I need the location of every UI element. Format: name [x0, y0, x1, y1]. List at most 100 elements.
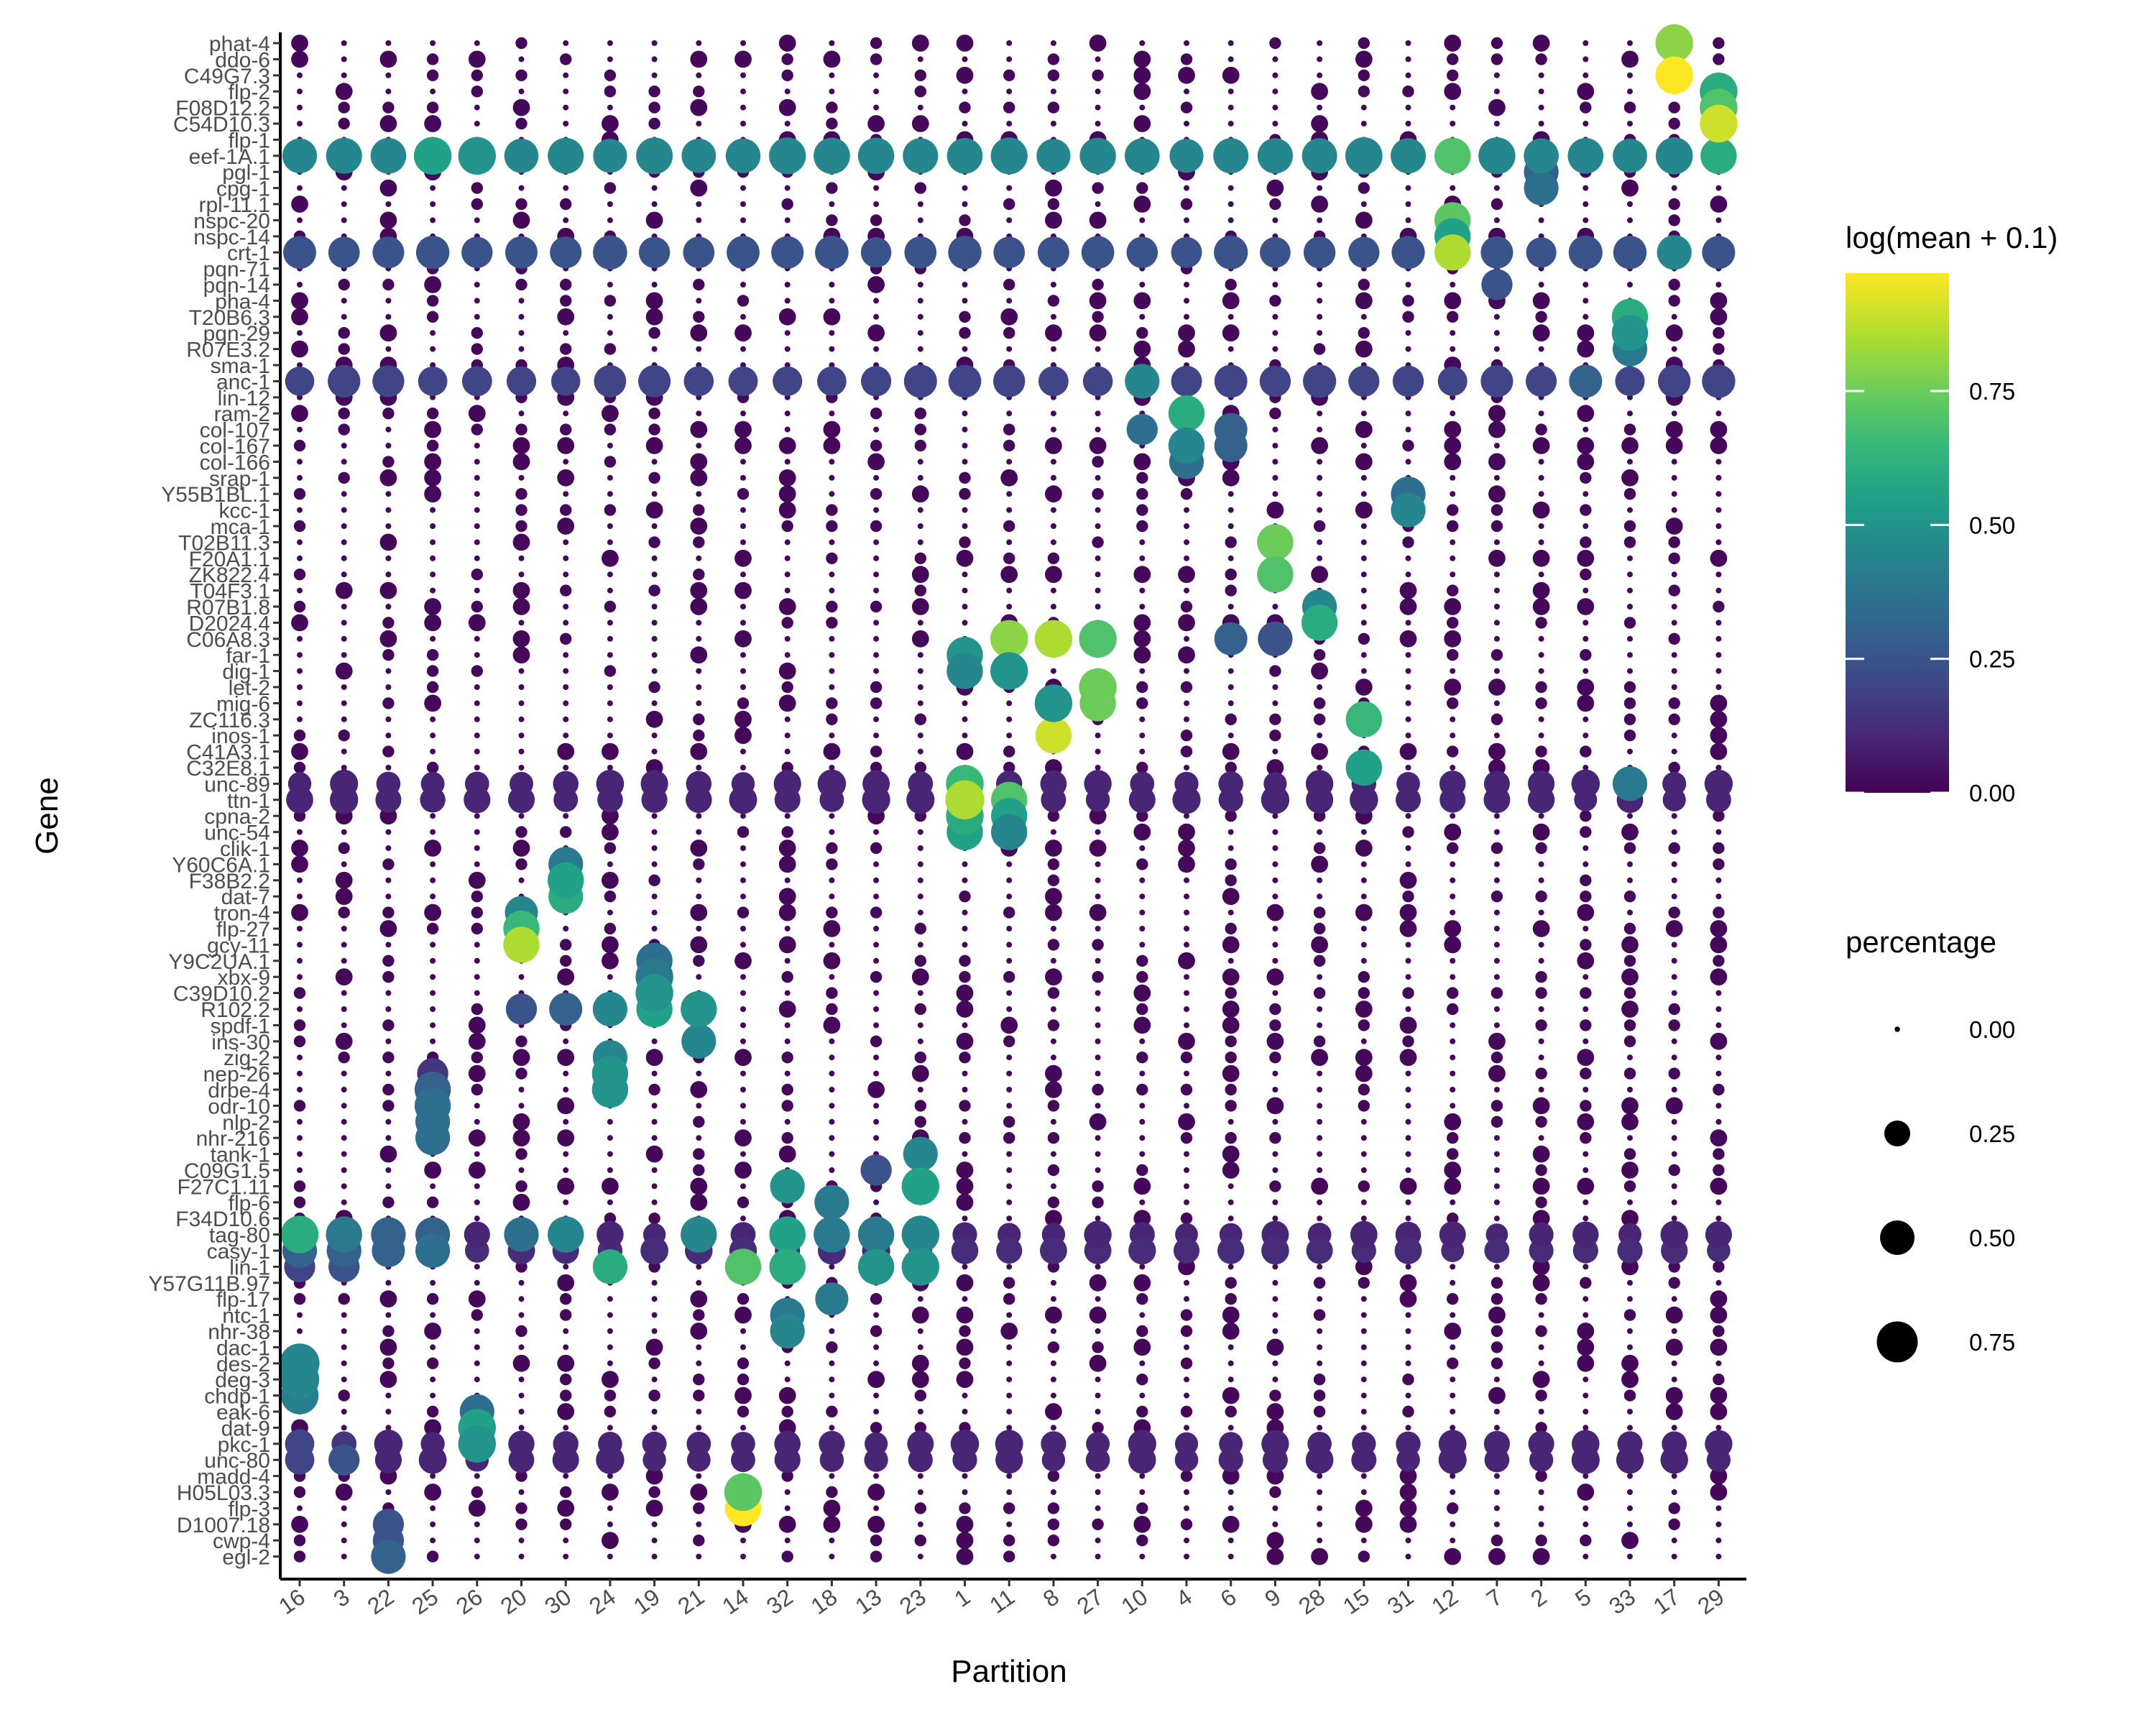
- dot-29-Y55B1BL.1: [1715, 491, 1722, 497]
- dot-22-nspc-20: [379, 211, 397, 229]
- dot-12-ddo-6: [1447, 53, 1459, 65]
- dot-27-flp-17: [1095, 1296, 1101, 1302]
- dot-16-C49G7.3: [297, 72, 303, 78]
- dot-27-tag-80: [1084, 1220, 1112, 1248]
- dot-10-clik-1: [1139, 845, 1146, 851]
- dot-28-cpg-1: [1317, 185, 1323, 191]
- dot-16-kcc-1: [297, 507, 303, 513]
- dot-14-C06A8.3: [734, 630, 752, 648]
- dot-24-eef-1A.1: [593, 139, 627, 173]
- dot-8-R07E3.2: [1050, 346, 1056, 352]
- dot-8-ram-2: [1050, 410, 1056, 417]
- dot-19-tron-4: [651, 909, 658, 916]
- dot-20-mca-1: [515, 520, 528, 533]
- dot-7-T04F3.1: [1493, 587, 1500, 594]
- dot-7-odr-10: [1491, 1100, 1503, 1112]
- dot-7-des-2: [1491, 1357, 1503, 1370]
- dot-28-F08D12.2: [1317, 104, 1323, 111]
- dot-16-F20A1.1: [297, 555, 303, 561]
- dot-1-C09G1.5: [956, 1162, 974, 1179]
- dot-15-flp-27: [1360, 926, 1367, 932]
- dot-5-dig-1: [1583, 668, 1589, 674]
- dot-23-madd-4: [917, 1473, 923, 1479]
- dot-24-ram-2: [602, 405, 619, 423]
- dot-2-nlp-2: [1535, 1116, 1547, 1128]
- dot-20-ntc-1: [518, 1312, 525, 1318]
- dot-33-flp-17: [1627, 1296, 1633, 1302]
- dot-19-flp-3: [645, 1499, 663, 1517]
- dot-33-cpg-1: [1621, 179, 1639, 197]
- dot-9-col-107: [1272, 426, 1279, 433]
- dot-10-flp-17: [1136, 1293, 1148, 1305]
- dot-7-col-167: [1493, 443, 1500, 448]
- dot-8-tank-1: [1050, 1151, 1056, 1157]
- dot-13-flp-3: [873, 1505, 880, 1512]
- dot-33-deg-3: [1621, 1371, 1639, 1389]
- dot-4-ntc-1: [1180, 1309, 1193, 1321]
- dot-16-flp-3: [297, 1505, 303, 1512]
- dot-6-drbe-4: [1225, 1083, 1237, 1096]
- dot-8-tron-4: [1045, 903, 1062, 921]
- dot-28-T02B11.3: [1317, 539, 1323, 546]
- dot-12-col-166: [1444, 453, 1462, 471]
- dot-8-unc-89: [1040, 770, 1067, 797]
- dot-32-des-2: [784, 1360, 791, 1366]
- dot-5-let-2: [1577, 678, 1595, 696]
- y-tick-label: tag-80: [209, 1224, 270, 1248]
- dot-31-ttn-1: [1396, 787, 1421, 813]
- dot-33-unc-89: [1612, 766, 1648, 801]
- dot-9-R102.2: [1269, 1003, 1281, 1016]
- dot-27-tron-4: [1089, 903, 1107, 921]
- dot-2-dat-9: [1535, 1422, 1547, 1434]
- dot-20-phat-4: [515, 37, 528, 50]
- dot-20-odr-10: [518, 1103, 525, 1109]
- y-tick-label: mig-6: [216, 692, 270, 716]
- dot-19-egl-2: [651, 1553, 658, 1560]
- dot-31-dat-9: [1405, 1425, 1411, 1431]
- dot-4-inos-1: [1180, 730, 1193, 742]
- dot-4-tank-1: [1184, 1151, 1189, 1157]
- y-tick-label: F20A1.1: [189, 548, 270, 571]
- dot-13-F38B2.2: [873, 877, 880, 883]
- dot-5-nhr-38: [1577, 1322, 1595, 1340]
- dot-11-dat-7: [1006, 893, 1013, 900]
- dot-5-ZK822.4: [1580, 569, 1592, 581]
- dot-23-nspc-20: [917, 217, 923, 224]
- dot-33-eef-1A.1: [1613, 138, 1647, 173]
- dot-30-dat-9: [563, 1425, 569, 1431]
- dot-12-dat-9: [1450, 1425, 1456, 1431]
- dot-23-dig-1: [917, 668, 923, 674]
- dot-11-drbe-4: [1006, 1087, 1013, 1092]
- dot-1-pqn-29: [959, 327, 971, 339]
- dot-11-ntc-1: [1006, 1312, 1013, 1318]
- dot-24-des-2: [607, 1360, 613, 1366]
- dot-3-dat-7: [335, 888, 353, 906]
- x-tick-label: 28: [1294, 1583, 1330, 1619]
- dot-28-let-2: [1317, 684, 1323, 690]
- dot-8-zig-2: [1050, 1054, 1056, 1061]
- dot-21-eef-1A.1: [681, 138, 717, 173]
- dot-33-madd-4: [1627, 1473, 1633, 1479]
- dot-5-dat-7: [1580, 891, 1592, 903]
- dot-13-phat-4: [870, 37, 883, 50]
- dot-19-kcc-1: [645, 501, 663, 519]
- dot-26-R07B1.8: [471, 600, 483, 613]
- dot-11-C09G1.5: [1006, 1167, 1013, 1173]
- dot-10-F38B2.2: [1139, 877, 1146, 883]
- dot-17-gcy-11: [1671, 942, 1677, 948]
- y-tick-label: sma-1: [211, 354, 270, 378]
- dot-28-col-107: [1317, 426, 1323, 433]
- dot-11-C41A3.1: [1003, 745, 1015, 758]
- dot-15-rpl-11.1: [1360, 201, 1367, 207]
- dot-3-ntc-1: [341, 1312, 347, 1318]
- dot-21-nhr-216: [696, 1135, 702, 1141]
- dot-10-ntc-1: [1139, 1312, 1146, 1318]
- dot-29-des-2: [1715, 1360, 1722, 1366]
- dot-13-xbx-9: [870, 971, 883, 983]
- dot-20-tank-1: [515, 1148, 528, 1160]
- dot-15-eak-6: [1360, 1409, 1367, 1414]
- dot-13-flp-17: [870, 1293, 883, 1305]
- dot-20-C09G1.5: [518, 1167, 525, 1173]
- dot-28-C32E8.1: [1317, 765, 1323, 770]
- dot-17-xbx-9: [1671, 974, 1677, 980]
